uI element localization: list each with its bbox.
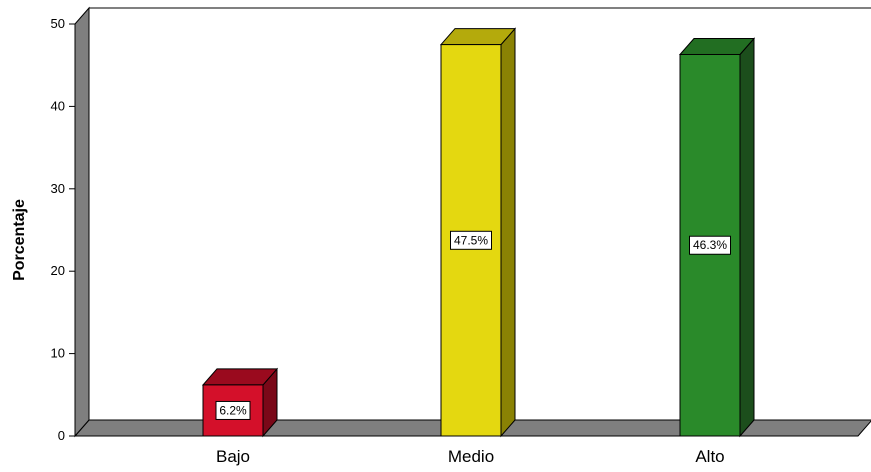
bar-side [739,37,755,438]
y-axis: 0 10 20 30 40 50 [51,16,75,443]
y-tick-label: 40 [51,98,65,113]
data-label: 47.5% [454,233,488,247]
x-tick-label: Medio [448,447,494,466]
bars: 6.2% 47.5% 46.3% [201,27,756,438]
bar: 6.2% [201,367,279,438]
y-tick-label: 20 [51,263,65,278]
data-label-box [689,235,731,255]
bar: 46.3% [678,37,756,438]
y-tick-label: 50 [51,16,65,31]
bar: 47.5% [439,27,517,438]
side-wall [74,6,90,438]
data-label-box [215,400,251,420]
bar-side [500,27,516,438]
data-label: 46.3% [693,238,727,252]
y-tick-label: 0 [58,428,65,443]
y-axis-title: Porcentaje [11,199,28,281]
data-label: 6.2% [219,403,247,417]
y-tick-label: 10 [51,346,65,361]
data-label-box [450,230,492,250]
x-tick-label: Bajo [216,447,250,466]
x-axis: Bajo Medio Alto [216,447,725,466]
x-tick-label: Alto [695,447,724,466]
y-tick-label: 30 [51,181,65,196]
